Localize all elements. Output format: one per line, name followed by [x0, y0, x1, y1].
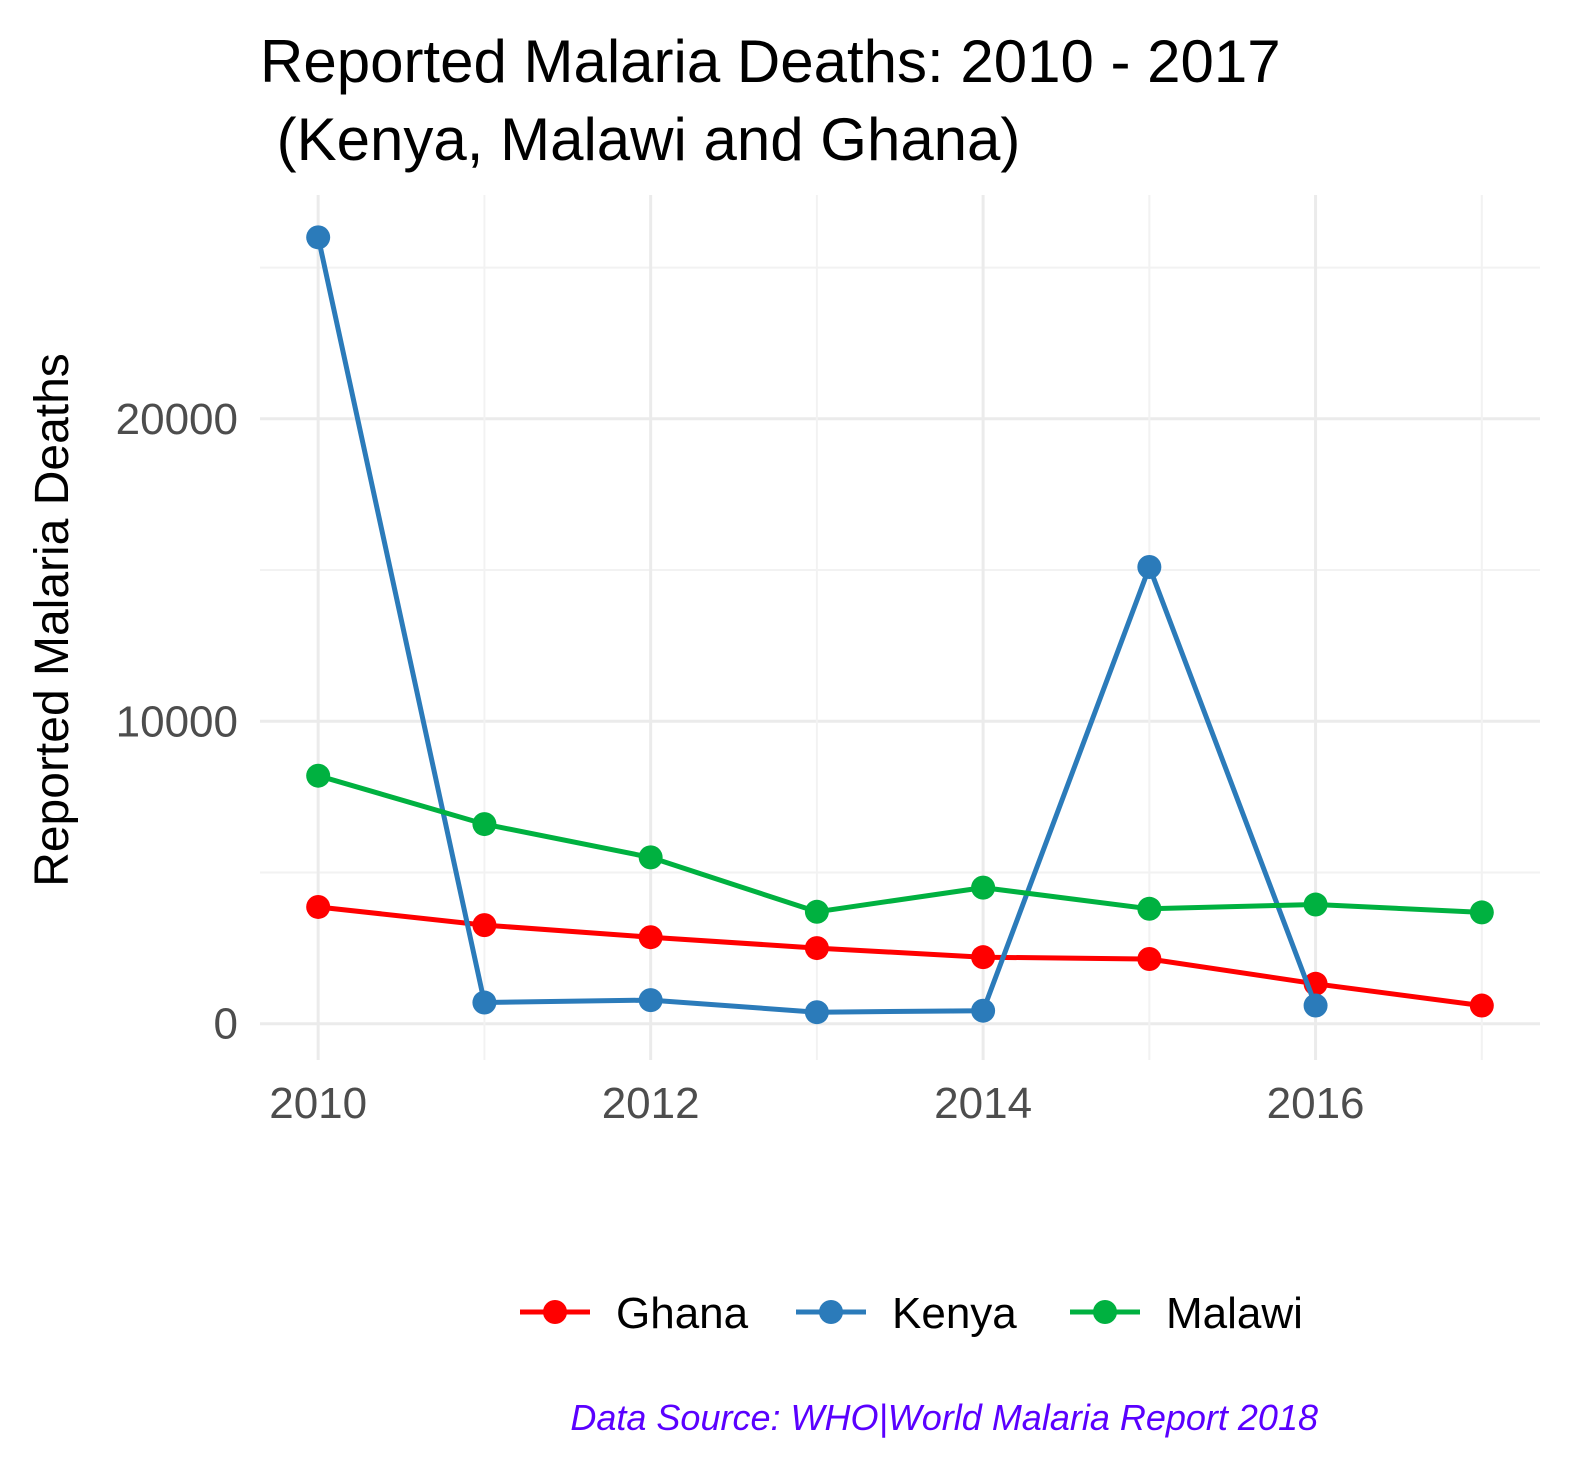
chart-title-line-1: Reported Malaria Deaths: 2010 - 2017: [260, 28, 1281, 95]
data-point-malawi: [638, 845, 663, 870]
legend-key-point-malawi: [1093, 1300, 1117, 1324]
data-point-kenya: [1137, 555, 1162, 580]
legend: Ghana Kenya Malawi: [520, 1289, 1303, 1338]
y-axis-title: Reported Malaria Deaths: [26, 353, 79, 887]
legend-item-malawi: Malawi: [1070, 1289, 1303, 1338]
x-tick-label: 2010: [269, 1079, 367, 1128]
series-kenya: [306, 225, 1328, 1025]
data-point-ghana: [638, 925, 663, 950]
series-layer: [306, 225, 1494, 1025]
y-tick-label: 0: [214, 1000, 238, 1049]
legend-label-ghana: Ghana: [616, 1289, 749, 1338]
data-point-malawi: [1469, 900, 1494, 925]
y-tick-label: 10000: [116, 697, 238, 746]
legend-item-ghana: Ghana: [520, 1289, 749, 1338]
legend-label-kenya: Kenya: [892, 1289, 1017, 1338]
chart-title-line-2: (Kenya, Malawi and Ghana): [260, 106, 1020, 173]
data-point-kenya: [638, 988, 663, 1013]
legend-item-kenya: Kenya: [796, 1289, 1017, 1338]
data-point-ghana: [1137, 946, 1162, 971]
data-point-malawi: [1137, 896, 1162, 921]
x-tick-label: 2012: [602, 1079, 700, 1128]
data-point-ghana: [971, 945, 996, 970]
grid-layer: [260, 195, 1540, 1060]
y-tick-label: 20000: [116, 395, 238, 444]
data-point-kenya: [971, 998, 996, 1023]
data-point-kenya: [804, 1000, 829, 1025]
data-point-malawi: [971, 875, 996, 900]
data-point-ghana: [472, 913, 497, 938]
x-tick-label: 2014: [934, 1079, 1032, 1128]
data-point-malawi: [1303, 892, 1328, 917]
data-point-kenya: [306, 225, 331, 250]
data-point-kenya: [472, 990, 497, 1015]
data-source-caption: Data Source: WHO|World Malaria Report 20…: [570, 1397, 1318, 1438]
x-tick-labels: 2010 2012 2014 2016: [269, 1079, 1364, 1128]
data-point-ghana: [1469, 993, 1494, 1018]
series-line-ghana: [317, 904, 1483, 1009]
data-point-malawi: [472, 812, 497, 837]
legend-label-malawi: Malawi: [1166, 1289, 1303, 1338]
data-point-malawi: [306, 763, 331, 788]
legend-key-point-kenya: [819, 1300, 843, 1324]
data-point-ghana: [306, 894, 331, 919]
series-malawi: [306, 763, 1494, 925]
x-tick-label: 2016: [1267, 1079, 1365, 1128]
series-line-malawi: [317, 773, 1482, 915]
data-point-ghana: [804, 936, 829, 961]
legend-key-point-ghana: [543, 1300, 567, 1324]
y-tick-labels: 0 10000 20000: [116, 395, 238, 1049]
data-point-malawi: [804, 899, 829, 924]
data-point-kenya: [1303, 993, 1328, 1018]
